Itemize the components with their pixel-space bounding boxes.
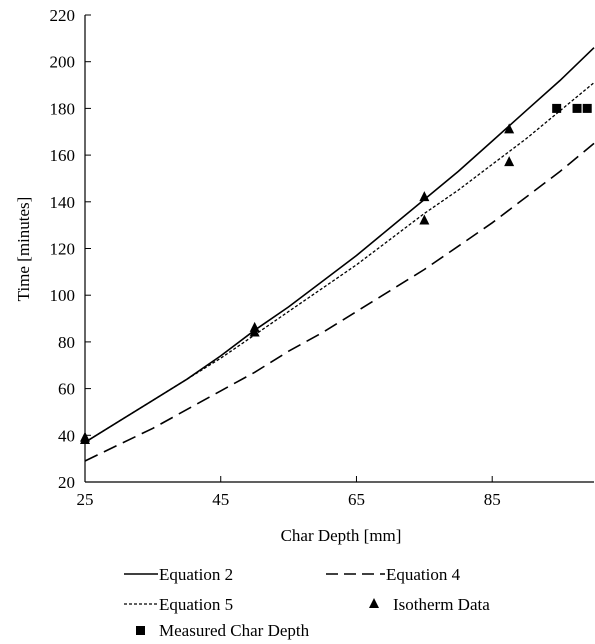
series-line-equation-4 xyxy=(84,142,595,462)
legend-label-equation-5: Equation 5 xyxy=(159,595,233,614)
legend-label-measured-char-depth: Measured Char Depth xyxy=(159,621,310,640)
y-tick-label: 40 xyxy=(58,426,75,445)
legend-label-equation-4: Equation 4 xyxy=(386,565,461,584)
y-tick-label: 80 xyxy=(58,333,75,352)
y-tick-label: 20 xyxy=(58,473,75,492)
plot-axes xyxy=(84,14,594,483)
x-tick-label: 65 xyxy=(348,490,365,509)
data-point-isotherm-data xyxy=(419,214,430,225)
y-tick-label: 60 xyxy=(58,380,75,399)
y-tick-label: 200 xyxy=(50,53,76,72)
y-axis-label: Time [minutes] xyxy=(14,197,33,302)
data-point-isotherm-data xyxy=(504,123,515,134)
tick-labels: 20 40 60 80 100 120 140 160 180 200 220 25 45 65 85 xyxy=(50,6,501,509)
legend-label-equation-2: Equation 2 xyxy=(159,565,233,584)
y-tick-label: 100 xyxy=(50,286,76,305)
y-tick-label: 160 xyxy=(50,146,76,165)
legend: Equation 2 Equation 4 Equation 5 Isother… xyxy=(124,565,490,640)
data-point-isotherm-data xyxy=(504,156,515,167)
data-point-isotherm-data xyxy=(419,191,430,202)
legend-marker-isotherm-data xyxy=(369,598,379,608)
y-tick-label: 140 xyxy=(50,193,76,212)
data-point-isotherm-data xyxy=(80,433,90,444)
y-tick-label: 180 xyxy=(50,99,76,118)
data-point-measured-char-depth xyxy=(572,103,582,113)
data-point-measured-char-depth xyxy=(582,103,592,113)
x-tick-label: 25 xyxy=(77,490,94,509)
legend-label-isotherm-data: Isotherm Data xyxy=(393,595,490,614)
y-tick-label: 220 xyxy=(50,6,76,25)
data-point-measured-char-depth xyxy=(552,103,562,113)
series-layer xyxy=(80,47,595,462)
series-line-equation-5 xyxy=(84,82,595,443)
x-tick-label: 45 xyxy=(212,490,229,509)
series-line-equation-2 xyxy=(84,47,595,443)
legend-marker-measured-char-depth xyxy=(136,626,145,635)
data-point-isotherm-data xyxy=(249,326,260,337)
y-tick-label: 120 xyxy=(50,240,76,259)
x-tick-label: 85 xyxy=(484,490,501,509)
x-axis-label: Char Depth [mm] xyxy=(281,526,402,545)
